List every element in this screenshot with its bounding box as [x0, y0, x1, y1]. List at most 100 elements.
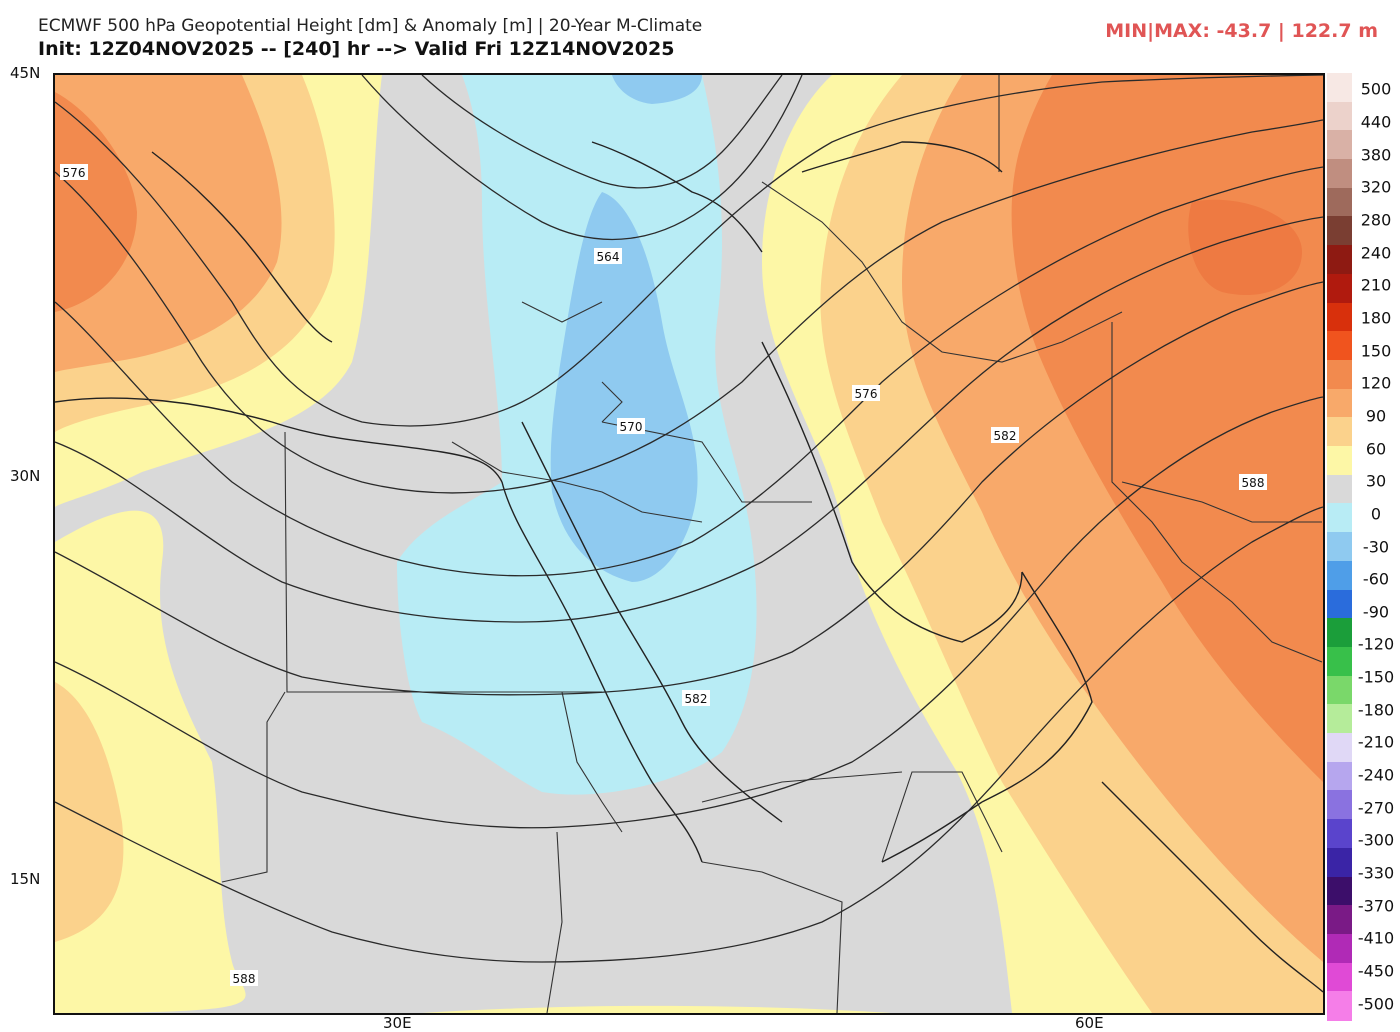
colorbar-swatch: [1327, 187, 1352, 218]
colorbar-swatch: [1327, 446, 1352, 476]
neg-anomaly-north: [612, 75, 702, 104]
colorbar-label: 60: [1365, 439, 1387, 459]
colorbar-label: 150: [1360, 341, 1392, 361]
colorbar-swatch: [1327, 273, 1352, 304]
colorbar-label: -500: [1357, 994, 1395, 1014]
anomaly-colorbar: [1327, 73, 1352, 1021]
lon-label-60e: 60E: [1075, 1014, 1104, 1032]
colorbar-label: -330: [1357, 863, 1395, 883]
contour-label-588-southwest: 588: [230, 970, 258, 986]
colorbar-label: 320: [1360, 177, 1392, 197]
colorbar-label: -270: [1357, 798, 1395, 818]
colorbar-swatch: [1327, 359, 1352, 390]
lat-label-15n: 15N: [10, 870, 41, 888]
colorbar-label: -370: [1357, 896, 1395, 916]
contour-label-582-east: 582: [991, 427, 1019, 443]
svg-text:570: 570: [620, 420, 643, 434]
colorbar-swatch: [1327, 159, 1352, 189]
colorbar-swatch: [1327, 417, 1352, 447]
colorbar-label: -120: [1357, 634, 1395, 654]
colorbar-label: -210: [1357, 732, 1395, 752]
lon-label-30e: 30E: [383, 1014, 412, 1032]
colorbar-label: -410: [1357, 928, 1395, 948]
colorbar-swatch: [1327, 876, 1352, 906]
pos-anomaly-south-strip: [422, 1005, 892, 1013]
contour-label-564: 564: [594, 248, 622, 264]
colorbar-swatch: [1327, 503, 1352, 533]
colorbar-label: 90: [1365, 406, 1387, 426]
svg-text:582: 582: [685, 692, 708, 706]
anomaly-map: 576 564 570 576 582 588 582 588: [55, 75, 1323, 1013]
colorbar-label: -90: [1362, 602, 1390, 622]
colorbar-label: -150: [1357, 667, 1395, 687]
svg-text:576: 576: [855, 387, 878, 401]
colorbar-swatch: [1327, 101, 1352, 131]
colorbar-swatch: [1327, 646, 1352, 677]
colorbar-swatch: [1327, 790, 1352, 820]
colorbar-swatch: [1327, 962, 1352, 992]
contour-label-570: 570: [617, 418, 645, 434]
colorbar-label: -30: [1362, 537, 1390, 556]
svg-text:588: 588: [233, 972, 256, 986]
colorbar-label: 500: [1360, 79, 1392, 99]
colorbar-label: -300: [1357, 830, 1395, 850]
map-panel: 576 564 570 576 582 588 582 588: [53, 73, 1325, 1015]
lat-label-45n: 45N: [10, 64, 41, 82]
contour-label-576-east: 576: [852, 385, 880, 401]
colorbar-swatch: [1327, 532, 1352, 562]
min-max-readout: MIN|MAX: -43.7 | 122.7 m: [1105, 20, 1378, 42]
country-borders: [221, 75, 1323, 1013]
svg-text:588: 588: [1242, 476, 1265, 490]
colorbar-swatch: [1327, 905, 1352, 935]
colorbar-swatch: [1327, 761, 1352, 792]
pos-anomaly-west-120: [55, 92, 137, 312]
colorbar-swatch: [1327, 130, 1352, 160]
chart-header: ECMWF 500 hPa Geopotential Height [dm] &…: [38, 18, 702, 59]
colorbar-label: -60: [1362, 569, 1390, 589]
colorbar-swatch: [1327, 704, 1352, 734]
colorbar-swatch: [1327, 618, 1352, 648]
map-title: ECMWF 500 hPa Geopotential Height [dm] &…: [38, 16, 703, 36]
colorbar-swatch: [1327, 73, 1352, 103]
colorbar-label: 380: [1360, 145, 1392, 165]
colorbar-swatch: [1327, 245, 1352, 275]
colorbar-swatch: [1327, 388, 1352, 418]
colorbar-swatch: [1327, 560, 1352, 591]
colorbar-label: 30: [1365, 471, 1387, 491]
colorbar-label: 440: [1360, 112, 1392, 132]
colorbar-swatch: [1327, 216, 1352, 246]
lat-label-30n: 30N: [10, 467, 41, 485]
colorbar-swatch: [1327, 991, 1352, 1021]
colorbar-label: 180: [1360, 308, 1392, 328]
contour-label-588-east: 588: [1239, 474, 1267, 490]
init-valid-time: Init: 12Z04NOV2025 -- [240] hr --> Valid…: [38, 38, 675, 60]
colorbar-label: -450: [1357, 961, 1395, 981]
colorbar-label: -180: [1357, 700, 1395, 720]
colorbar-swatch: [1327, 474, 1352, 505]
colorbar-swatch: [1327, 933, 1352, 964]
colorbar-label: -240: [1357, 765, 1395, 785]
contour-label-group: 576 564 570 576 582 588 582 588: [60, 164, 1267, 986]
height-contours: [55, 75, 1323, 963]
svg-text:564: 564: [597, 250, 620, 264]
colorbar-swatch: [1327, 589, 1352, 619]
colorbar-swatch: [1327, 331, 1352, 361]
neg-anomaly-trough-60: [550, 192, 698, 582]
colorbar-label: 0: [1370, 504, 1382, 524]
svg-text:576: 576: [63, 166, 86, 180]
colorbar-swatch: [1327, 302, 1352, 332]
colorbar-label: 210: [1360, 275, 1392, 295]
colorbar-swatch: [1327, 819, 1352, 849]
pos-anomaly-southwest-60: [55, 682, 124, 942]
colorbar-swatch: [1327, 847, 1352, 878]
colorbar-label: 280: [1360, 210, 1392, 230]
svg-text:582: 582: [994, 429, 1017, 443]
colorbar-swatch: [1327, 675, 1352, 705]
colorbar-swatch: [1327, 733, 1352, 763]
coastlines: [55, 141, 1323, 993]
colorbar-label: 120: [1360, 373, 1392, 393]
pos-anomaly-east-max: [1188, 199, 1302, 296]
colorbar-label: 240: [1360, 243, 1392, 263]
contour-label-582-south: 582: [682, 690, 710, 706]
contour-label-576-west: 576: [60, 164, 88, 180]
